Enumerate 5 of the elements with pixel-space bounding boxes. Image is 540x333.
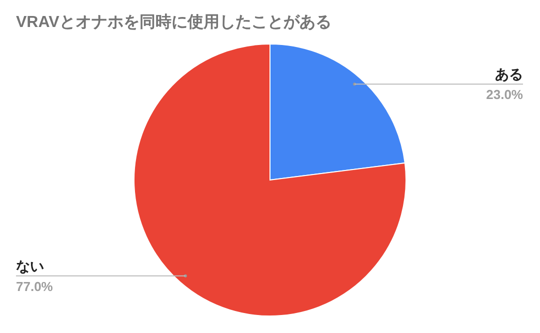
- slice-label: ない: [16, 258, 44, 274]
- slice-label: ある: [495, 66, 523, 82]
- chart-title: VRAVとオナホを同時に使用したことがある: [16, 13, 332, 31]
- data-label: 23.0%: [486, 87, 524, 102]
- data-label: 77.0%: [16, 278, 54, 294]
